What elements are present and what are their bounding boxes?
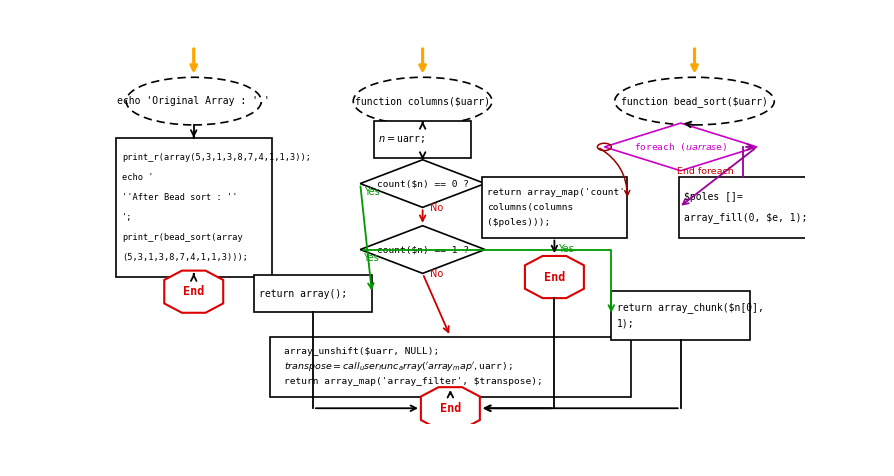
Text: function bead_sort($uarr): function bead_sort($uarr) xyxy=(620,96,767,107)
Text: ''After Bead sort : '': ''After Bead sort : '' xyxy=(122,193,237,202)
Text: count($n) == 0 ?: count($n) == 0 ? xyxy=(376,179,468,188)
Text: 1);: 1); xyxy=(616,319,634,329)
Text: End: End xyxy=(183,285,204,298)
Text: foreach ($uarr as $e): foreach ($uarr as $e) xyxy=(633,141,727,153)
Text: No: No xyxy=(429,203,443,213)
Bar xyxy=(481,177,627,238)
Text: $n=$uarr;: $n=$uarr; xyxy=(377,134,425,145)
Polygon shape xyxy=(164,271,223,313)
Text: return array();: return array(); xyxy=(258,288,347,298)
Bar xyxy=(374,121,470,158)
Polygon shape xyxy=(525,256,583,298)
Text: End: End xyxy=(544,270,564,284)
Polygon shape xyxy=(359,160,485,208)
Bar xyxy=(270,337,630,397)
Text: function columns($uarr): function columns($uarr) xyxy=(355,96,490,106)
Text: End foreach: End foreach xyxy=(677,168,733,177)
Text: $poles []=: $poles []= xyxy=(683,192,742,202)
Ellipse shape xyxy=(126,77,261,125)
Polygon shape xyxy=(603,123,756,171)
Text: Yes: Yes xyxy=(363,187,379,197)
Text: echo 'Original Array : '.': echo 'Original Array : '.' xyxy=(117,96,270,106)
Polygon shape xyxy=(420,387,479,429)
Text: return array_map('count',: return array_map('count', xyxy=(487,188,630,197)
Text: print_r(array(5,3,1,3,8,7,4,1,1,3));: print_r(array(5,3,1,3,8,7,4,1,1,3)); xyxy=(122,153,310,162)
Text: No: No xyxy=(429,269,443,279)
Text: ($poles)));: ($poles))); xyxy=(487,218,550,227)
Bar xyxy=(254,275,372,312)
Text: ';: '; xyxy=(122,213,132,222)
Text: array_fill(0, $e, 1);: array_fill(0, $e, 1); xyxy=(683,212,806,223)
Bar xyxy=(679,177,806,238)
Polygon shape xyxy=(359,226,485,273)
Bar xyxy=(115,138,272,277)
Text: return array_chunk($n[0],: return array_chunk($n[0], xyxy=(616,302,763,313)
Text: End: End xyxy=(439,402,460,415)
Text: array_unshift($uarr, NULL);: array_unshift($uarr, NULL); xyxy=(284,347,439,356)
Bar xyxy=(611,291,749,340)
Text: Yes: Yes xyxy=(557,244,573,254)
Text: Yes: Yes xyxy=(363,253,378,263)
Text: count($n) == 1 ?: count($n) == 1 ? xyxy=(376,245,468,254)
Text: $transpose = call_user_func_array('array_map', $uarr);: $transpose = call_user_func_array('array… xyxy=(284,360,512,373)
Ellipse shape xyxy=(614,77,773,125)
Text: echo ': echo ' xyxy=(122,173,153,182)
Text: (5,3,1,3,8,7,4,1,1,3)));: (5,3,1,3,8,7,4,1,1,3))); xyxy=(122,253,248,262)
Text: return array_map('array_filter', $transpose);: return array_map('array_filter', $transp… xyxy=(284,377,543,387)
Text: columns(columns: columns(columns xyxy=(487,203,573,212)
Text: print_r(bead_sort(array: print_r(bead_sort(array xyxy=(122,233,242,242)
Ellipse shape xyxy=(353,77,492,125)
